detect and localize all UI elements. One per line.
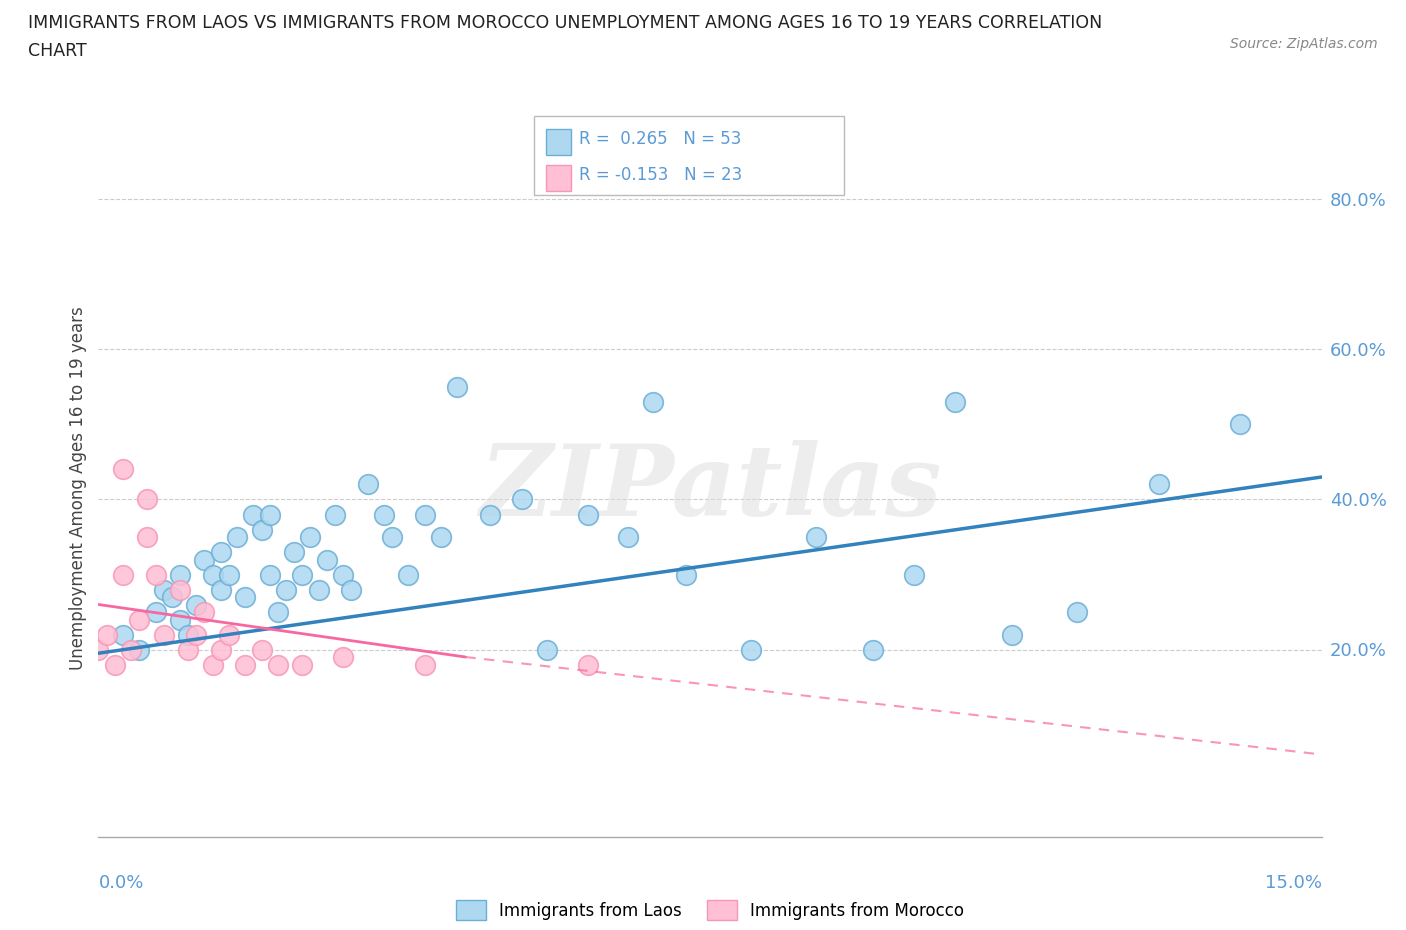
Point [903,567,925,582]
Point [259,567,281,582]
Point [862,642,884,657]
Point [233,658,256,672]
Point [315,552,337,567]
Point [177,627,200,642]
Point [943,394,966,409]
Point [128,612,150,627]
Y-axis label: Unemployment Among Ages 16 to 19 years: Unemployment Among Ages 16 to 19 years [69,306,87,671]
Point [413,658,436,672]
Text: R = -0.153   N = 23: R = -0.153 N = 23 [579,166,742,184]
Text: CHART: CHART [28,42,87,60]
Point [308,582,330,597]
Point [233,590,256,604]
Point [740,642,762,657]
Point [226,529,249,544]
Point [332,649,354,664]
Point [291,658,314,672]
Point [218,627,240,642]
Point [291,567,314,582]
Point [209,582,232,597]
Point [512,492,534,507]
Point [413,507,436,522]
Point [120,642,142,657]
Point [576,658,599,672]
Point [576,507,599,522]
Point [267,604,290,619]
Point [201,567,224,582]
Point [1066,604,1088,619]
Point [478,507,501,522]
Point [111,462,134,477]
Point [104,658,127,672]
Text: Source: ZipAtlas.com: Source: ZipAtlas.com [1230,37,1378,51]
Point [209,545,232,560]
Text: ZIPatlas: ZIPatlas [479,440,941,537]
Point [283,545,305,560]
Point [169,582,191,597]
Point [193,604,215,619]
Point [299,529,322,544]
Point [186,627,208,642]
Point [430,529,453,544]
Point [186,597,208,612]
Point [1229,417,1251,432]
Point [617,529,640,544]
Point [177,642,200,657]
Point [218,567,240,582]
Point [675,567,697,582]
Point [446,379,468,394]
Point [323,507,346,522]
Point [259,507,281,522]
Point [242,507,264,522]
Point [250,522,273,537]
Point [536,642,558,657]
Point [373,507,395,522]
Point [169,612,191,627]
Point [1001,627,1024,642]
Point [111,627,134,642]
Point [332,567,354,582]
Point [267,658,290,672]
Text: 0.0%: 0.0% [98,874,143,892]
Point [152,627,174,642]
Point [209,642,232,657]
Point [96,627,118,642]
Point [128,642,150,657]
Point [1147,477,1170,492]
Point [396,567,419,582]
Point [356,477,378,492]
Point [152,582,174,597]
Point [169,567,191,582]
Point [804,529,827,544]
Point [145,567,167,582]
Text: 15.0%: 15.0% [1264,874,1322,892]
Point [145,604,167,619]
Text: IMMIGRANTS FROM LAOS VS IMMIGRANTS FROM MOROCCO UNEMPLOYMENT AMONG AGES 16 TO 19: IMMIGRANTS FROM LAOS VS IMMIGRANTS FROM … [28,14,1102,32]
Point [111,567,134,582]
Point [201,658,224,672]
Point [136,492,159,507]
Point [250,642,273,657]
Point [641,394,664,409]
Point [136,529,159,544]
Point [274,582,297,597]
Legend: Immigrants from Laos, Immigrants from Morocco: Immigrants from Laos, Immigrants from Mo… [449,894,972,926]
Text: R =  0.265   N = 53: R = 0.265 N = 53 [579,130,741,149]
Point [160,590,183,604]
Point [381,529,404,544]
Point [340,582,363,597]
Point [193,552,215,567]
Point [87,642,110,657]
